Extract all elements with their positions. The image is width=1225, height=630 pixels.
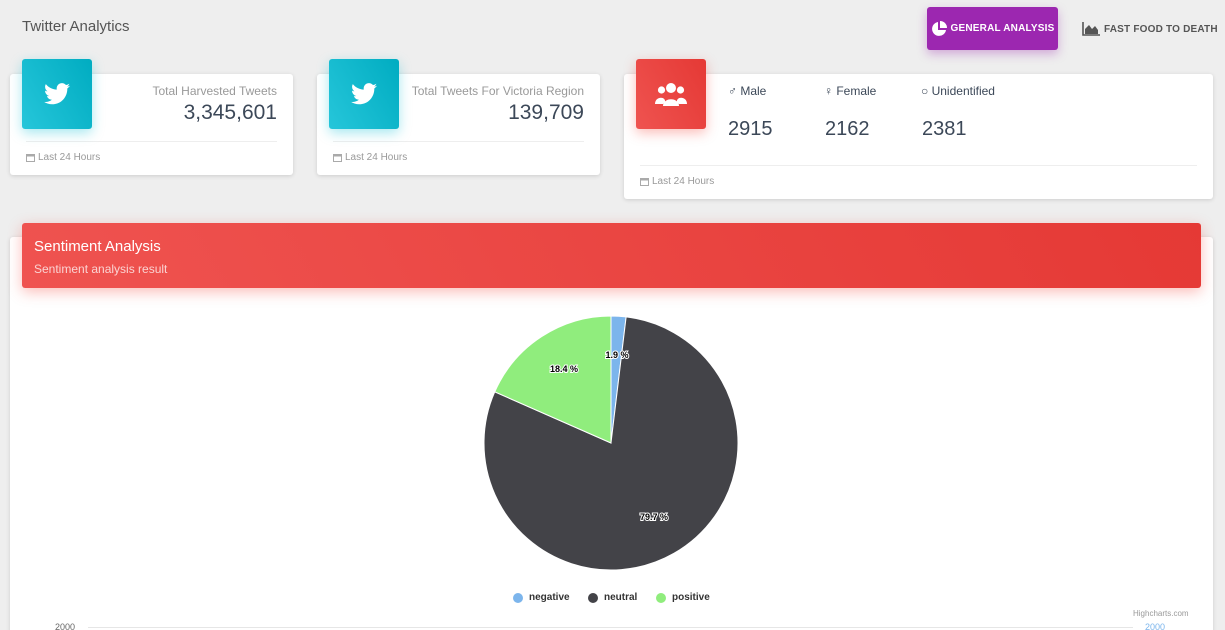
pie-chart-icon	[931, 20, 947, 36]
female-label: Female	[836, 84, 877, 98]
axis-tick-right: 2000	[1145, 622, 1166, 630]
users-icon	[636, 59, 706, 129]
harvested-tweets-value: 3,345,601	[183, 101, 277, 124]
general-analysis-label: GENERAL ANALYSIS	[950, 23, 1055, 34]
gender-card: ♂ Male ♀ Female ○ Unidentified 2915 2162…	[624, 74, 1213, 199]
female-label-group: ♀ Female	[824, 84, 876, 98]
male-label: Male	[740, 84, 767, 98]
legend-label: negative	[529, 592, 570, 603]
pie-slice-positive[interactable]	[494, 315, 612, 444]
legend-item-negative[interactable]: negative	[513, 592, 570, 603]
data-label-neutral: 79.7 %	[640, 512, 668, 522]
circle-icon: ○	[921, 84, 929, 98]
harvested-tweets-card: Total Harvested Tweets 3,345,601 Last 24…	[10, 74, 293, 175]
unidentified-value: 2381	[922, 118, 967, 140]
legend-label: neutral	[604, 592, 638, 603]
victoria-tweets-value: 139,709	[508, 101, 584, 124]
area-chart-icon	[1082, 22, 1100, 36]
card-footer: Last 24 Hours	[640, 176, 714, 187]
footer-text: Last 24 Hours	[345, 152, 408, 163]
card-footer: Last 24 Hours	[333, 152, 407, 163]
axis-gridline	[88, 627, 1133, 628]
calendar-icon	[26, 154, 35, 162]
harvested-tweets-label: Total Harvested Tweets	[152, 84, 277, 98]
legend-dot	[588, 592, 598, 603]
card-footer: Last 24 Hours	[26, 152, 100, 163]
male-value: 2915	[728, 118, 773, 140]
sentiment-header: Sentiment Analysis Sentiment analysis re…	[22, 223, 1201, 288]
card-divider	[333, 141, 584, 142]
card-divider	[26, 141, 277, 142]
data-label-positive: 18.4 %	[550, 364, 578, 374]
navbar: Twitter Analytics GENERAL ANALYSIS FAST …	[0, 0, 1225, 56]
calendar-icon	[640, 178, 649, 186]
legend-dot	[656, 592, 666, 603]
footer-text: Last 24 Hours	[652, 176, 715, 187]
legend-item-positive[interactable]: positive	[656, 592, 710, 603]
female-value: 2162	[825, 118, 870, 140]
male-label-group: ♂ Male	[728, 84, 766, 98]
unidentified-label-group: ○ Unidentified	[921, 84, 995, 98]
footer-text: Last 24 Hours	[38, 152, 101, 163]
sentiment-subtitle: Sentiment analysis result	[34, 262, 168, 276]
card-divider	[640, 165, 1197, 166]
male-icon: ♂	[728, 84, 737, 98]
calendar-icon	[333, 154, 342, 162]
legend-dot	[513, 592, 523, 603]
fast-food-to-death-button[interactable]: FAST FOOD TO DEATH	[1082, 20, 1218, 38]
data-label-negative: 1.9 %	[605, 350, 628, 360]
legend-item-neutral[interactable]: neutral	[588, 592, 637, 603]
fast-food-to-death-label: FAST FOOD TO DEATH	[1104, 23, 1218, 35]
twitter-icon	[22, 59, 92, 129]
twitter-icon	[329, 59, 399, 129]
female-icon: ♀	[824, 84, 833, 98]
unidentified-label: Unidentified	[931, 84, 995, 98]
general-analysis-button[interactable]: GENERAL ANALYSIS	[927, 7, 1058, 50]
sentiment-title: Sentiment Analysis	[34, 238, 161, 255]
axis-tick-left: 2000	[55, 622, 76, 630]
victoria-tweets-label: Total Tweets For Victoria Region	[411, 84, 584, 98]
app-title[interactable]: Twitter Analytics	[22, 18, 130, 35]
legend-label: positive	[672, 592, 710, 603]
highcharts-credits[interactable]: Highcharts.com	[1133, 609, 1189, 618]
